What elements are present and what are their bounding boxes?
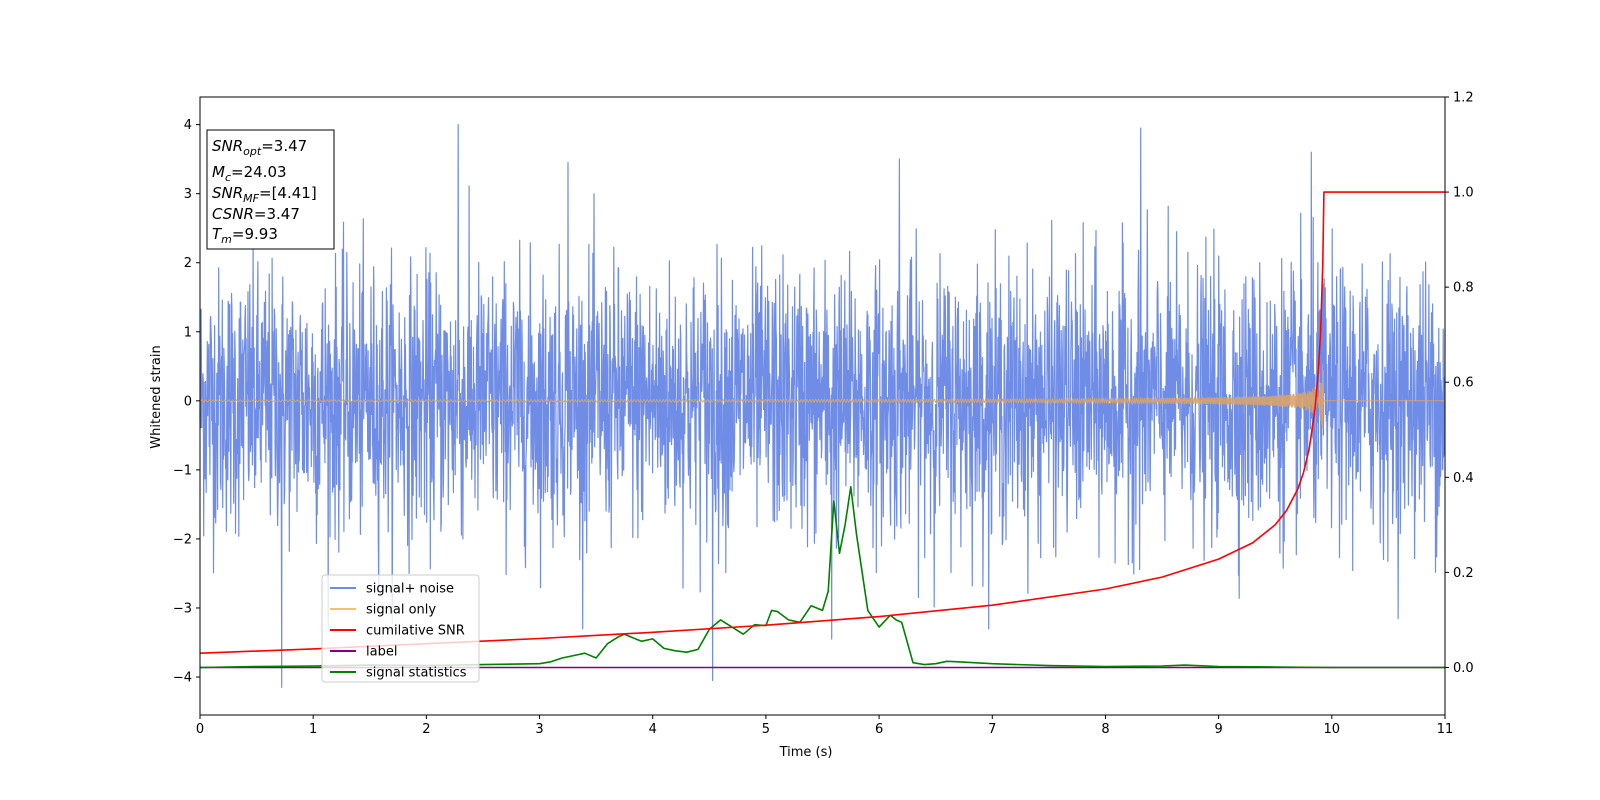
y-right-tick-label: 0.0 [1453, 661, 1474, 676]
y-right-tick-label: 0.4 [1453, 471, 1474, 486]
y-right-tick-label: 0.2 [1453, 566, 1474, 581]
x-tick-label: 5 [762, 722, 770, 737]
series-signal-statistics [199, 486, 1445, 669]
y-left-tick-label: −1 [173, 463, 192, 478]
x-tick-label: 1 [309, 722, 317, 737]
info-box: SNRopt=3.47 Mc=24.03 SNRMF=[4.41] CSNR=3… [206, 129, 335, 250]
x-axis: 0 1 2 3 4 5 6 7 8 9 10 11 [196, 715, 1453, 737]
x-tick-label: 3 [535, 722, 543, 737]
x-tick-label: 8 [1101, 722, 1109, 737]
info-tm: Tm=9.93 [212, 225, 278, 246]
legend-label: signal statistics [366, 666, 467, 681]
info-csnr: CSNR=3.47 [212, 205, 300, 223]
y-right-tick-label: 1.2 [1453, 91, 1474, 106]
y-left-tick-label: 4 [184, 118, 192, 133]
x-tick-label: 10 [1324, 722, 1341, 737]
info-mc: Mc=24.03 [212, 163, 287, 184]
x-tick-label: 2 [422, 722, 430, 737]
plot-frame [199, 96, 1446, 716]
y-axis-left: −4 −3 −2 −1 0 1 2 3 4 [173, 118, 200, 686]
y-right-tick-label: 1.0 [1453, 186, 1474, 201]
legend-label: signal+ noise [366, 582, 454, 597]
y-axis-right: 0.0 0.2 0.4 0.6 0.8 1.0 1.2 [1445, 91, 1474, 676]
info-snr-opt: SNRopt=3.47 [212, 137, 307, 158]
y-right-tick-label: 0.8 [1453, 281, 1474, 296]
series-signal-noise [199, 124, 1446, 688]
x-axis-label: Time (s) [779, 745, 833, 760]
y-left-tick-label: 2 [184, 256, 192, 271]
x-tick-label: 4 [649, 722, 657, 737]
noise-series [199, 124, 1446, 688]
legend-label: signal only [366, 603, 436, 618]
legend-label: cumilative SNR [366, 624, 465, 639]
y-left-tick-label: −2 [173, 532, 192, 547]
x-tick-label: 9 [1214, 722, 1222, 737]
series-signal-only [199, 370, 1445, 429]
series-cumulative-snr [199, 191, 1445, 654]
legend: signal+ noise signal only cumilative SNR la… [321, 574, 480, 683]
x-tick-label: 7 [988, 722, 996, 737]
x-tick-label: 6 [875, 722, 883, 737]
x-tick-label: 11 [1437, 722, 1454, 737]
y-left-tick-label: 0 [184, 394, 192, 409]
y-left-tick-label: 1 [184, 325, 192, 340]
y-axis-label: Whitened strain [149, 345, 164, 448]
legend-label: label [366, 645, 397, 660]
chirp-series [199, 370, 1445, 429]
x-tick-label: 0 [196, 722, 204, 737]
y-right-tick-label: 0.6 [1453, 376, 1474, 391]
info-snr-mf: SNRMF=[4.41] [212, 184, 317, 205]
y-left-tick-label: −4 [173, 671, 192, 686]
y-left-tick-label: −3 [173, 601, 192, 616]
y-left-tick-label: 3 [184, 187, 192, 202]
